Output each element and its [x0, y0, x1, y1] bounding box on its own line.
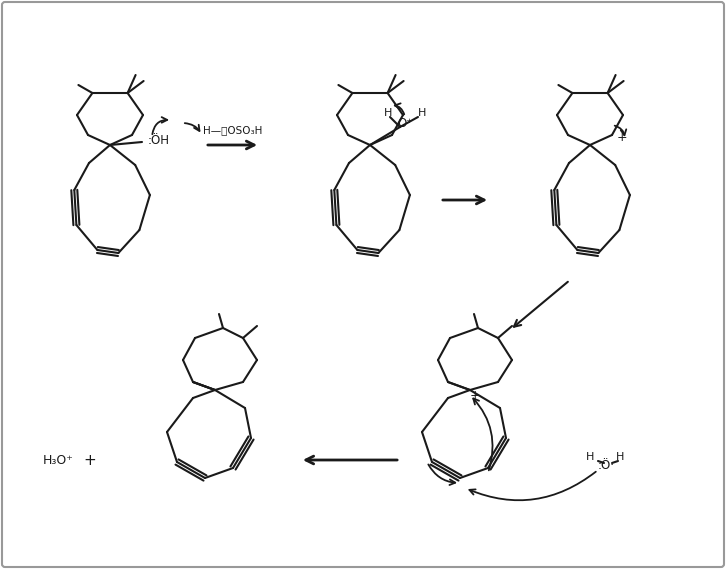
Text: +: + — [83, 452, 97, 468]
Text: H—⌒OSO₃H: H—⌒OSO₃H — [203, 125, 263, 135]
Text: H: H — [586, 452, 594, 462]
Text: H: H — [417, 108, 426, 118]
Text: +: + — [616, 130, 627, 143]
Text: +: + — [470, 389, 481, 402]
Text: H: H — [616, 452, 624, 462]
Text: O⁺: O⁺ — [397, 117, 412, 130]
Text: :ÖH: :ÖH — [148, 134, 170, 146]
Text: H: H — [384, 108, 392, 118]
Text: H₃O⁺: H₃O⁺ — [43, 453, 73, 467]
Text: :Ö·: :Ö· — [597, 459, 614, 472]
